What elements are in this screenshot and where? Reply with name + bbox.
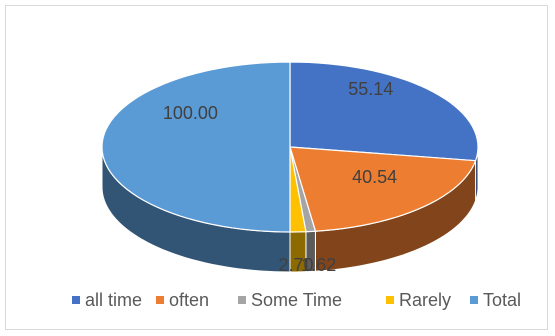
legend-swatch [470,296,478,304]
data-label-all-time: 55.14 [348,79,393,99]
legend-label: all time [85,290,142,310]
legend-label: Total [483,290,521,310]
legend-item-some-time: Some Time [238,290,342,310]
slice-total [101,61,291,233]
slice-often [289,146,477,232]
legend-item-total: Total [470,290,521,310]
data-label-often: 40.54 [352,167,397,187]
pie-tops [101,61,479,233]
data-label-total: 100.00 [163,103,218,123]
legend-item-rarely: Rarely [386,290,451,310]
legend-label: Rarely [399,290,451,310]
data-labels: 55.14 40.54 1.622.70 100.00 [163,79,397,275]
slice-all-time [289,61,479,162]
legend-swatch [238,296,246,304]
legend: all time often Some Time Rarely Total [72,290,521,310]
legend-swatch [156,296,164,304]
data-label-rarely: 2.70 [278,255,313,275]
legend-item-all-time: all time [72,290,142,310]
legend-label: Some Time [251,290,342,310]
legend-swatch [72,296,80,304]
legend-item-often: often [156,290,209,310]
legend-label: often [169,290,209,310]
data-label-some-time: 1.62 [301,255,336,275]
pie-sides [101,146,479,273]
legend-swatch [386,296,394,304]
